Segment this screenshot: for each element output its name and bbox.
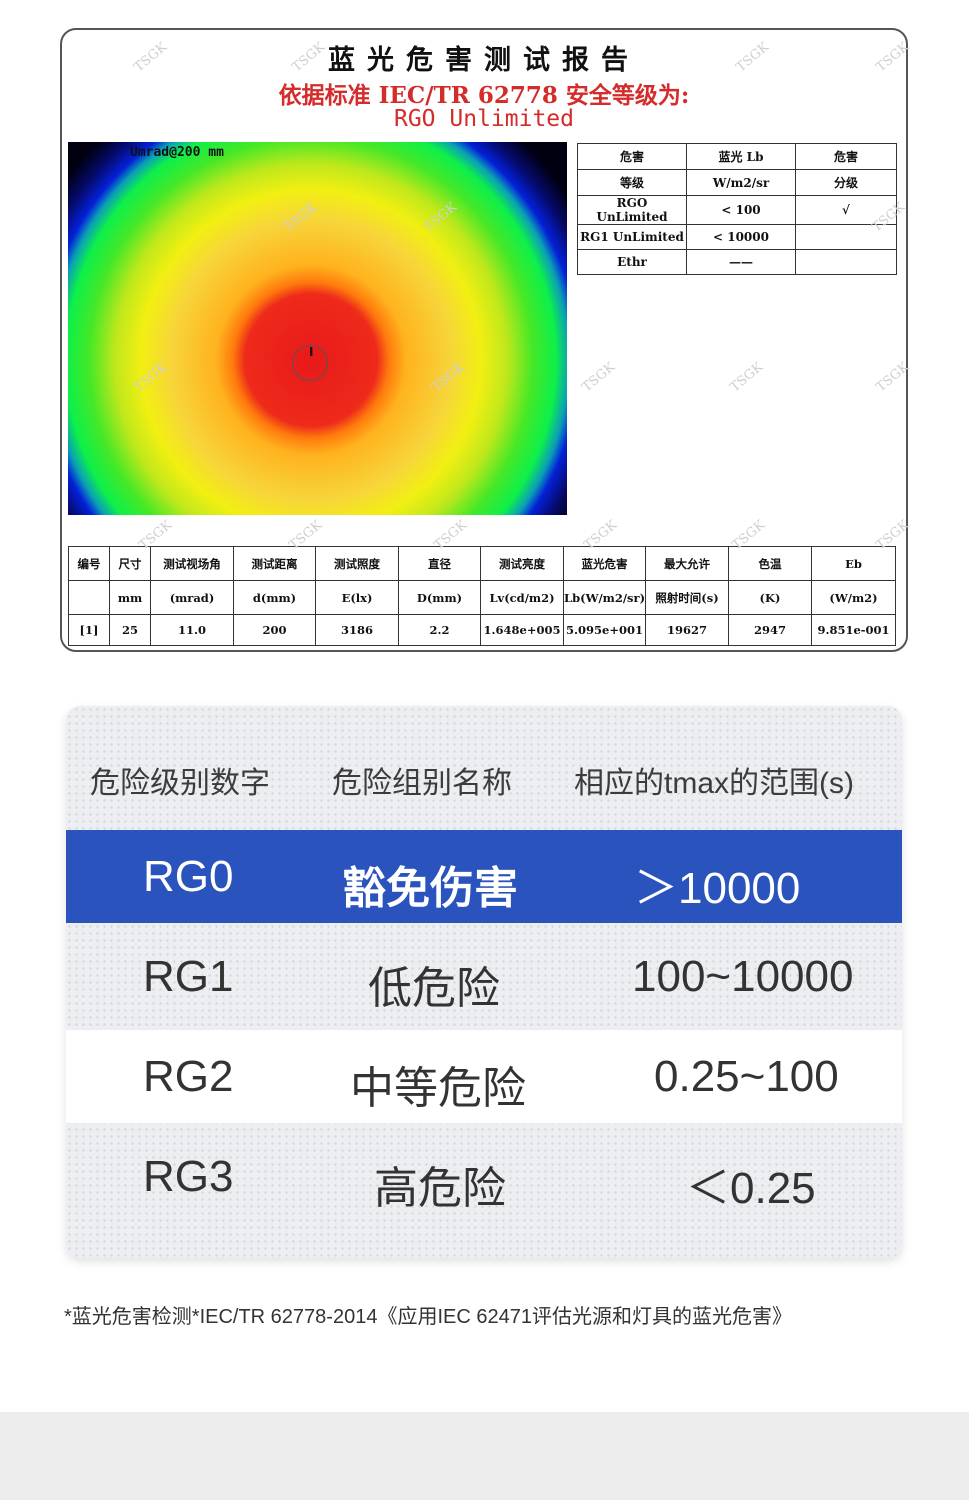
- risk-row-rg3: RG3 高危险 ＜0.25: [66, 1130, 902, 1223]
- hazard-reference-table: 危害 蓝光 Lb 危害 等级 W/m2/sr 分级 RGO UnLimited …: [577, 143, 897, 275]
- risk-range: 100~10000: [632, 952, 854, 1001]
- meas-header-cell: 测试距离: [233, 546, 316, 581]
- meas-header-cell: 直径: [398, 546, 481, 581]
- risk-group-header: 危险级别数字 危险组别名称 相应的tmax的范围(s): [66, 706, 902, 830]
- meas-cell: 2947: [728, 614, 812, 646]
- ref-row: RGO UnLimited < 100 √: [577, 195, 897, 225]
- ref-header-row-1: 危害 蓝光 Lb 危害: [577, 143, 897, 170]
- bottom-band: [0, 1412, 969, 1500]
- report-safety-level: RGO Unlimited: [393, 106, 574, 132]
- risk-range: ＞10000: [634, 864, 801, 913]
- ref-header-row-2: 等级 W/m2/sr 分级: [577, 169, 897, 196]
- ref-cell-check: √: [795, 195, 897, 225]
- ref-header-cell: 分级: [795, 169, 897, 196]
- meas-header-cell: 尺寸: [109, 546, 151, 581]
- risk-code: RG0: [143, 852, 234, 901]
- meas-cell: [1]: [68, 614, 110, 646]
- risk-range: 0.25~100: [654, 1052, 839, 1101]
- meas-cell: 11.0: [150, 614, 234, 646]
- meas-header-cell: 蓝光危害: [563, 546, 646, 581]
- meas-header-cell: [68, 580, 110, 615]
- ref-cell: < 10000: [686, 224, 796, 250]
- footnote: *蓝光危害检测*IEC/TR 62778-2014《应用IEC 62471评估光…: [64, 1306, 792, 1328]
- ref-header-cell: 危害: [577, 143, 687, 170]
- meas-header-row-1: 编号 尺寸 测试视场角 测试距离 测试照度 直径 测试亮度 蓝光危害 最大允许 …: [68, 546, 896, 581]
- header-level-number: 危险级别数字: [90, 767, 270, 800]
- meas-cell: 1.648e+005: [480, 614, 564, 646]
- report-title: 蓝光危害测试报告: [328, 45, 640, 76]
- meas-header-cell: (W/m2): [811, 580, 896, 615]
- ref-header-cell: 蓝光 Lb: [686, 143, 796, 170]
- meas-header-cell: (K): [728, 580, 812, 615]
- ref-cell: Ethr: [577, 249, 687, 275]
- risk-name: 中等危险: [350, 1064, 526, 1113]
- meas-header-cell: 测试视场角: [150, 546, 234, 581]
- risk-code: RG2: [143, 1052, 234, 1101]
- heatmap-label: Umrad@200 mm: [130, 145, 224, 160]
- meas-cell: 9.851e-001: [811, 614, 896, 646]
- measurement-circle-marker: [292, 345, 328, 381]
- meas-header-cell: E(lx): [315, 580, 399, 615]
- meas-header-cell: 最大允许: [645, 546, 729, 581]
- ref-cell: [795, 249, 897, 275]
- risk-name: 高危险: [374, 1164, 506, 1213]
- ref-header-cell: 等级: [577, 169, 687, 196]
- meas-header-cell: 编号: [68, 546, 110, 581]
- risk-group-table: 危险级别数字 危险组别名称 相应的tmax的范围(s) RG0 豁免伤害 ＞10…: [66, 706, 902, 1258]
- meas-header-cell: (mrad): [150, 580, 234, 615]
- ref-header-cell: W/m2/sr: [686, 169, 796, 196]
- meas-header-cell: d(mm): [233, 580, 316, 615]
- risk-code: RG3: [143, 1152, 234, 1201]
- ref-cell: [795, 224, 897, 250]
- risk-row-rg2: RG2 中等危险 0.25~100: [66, 1030, 902, 1123]
- meas-header-cell: Lb(W/m2/sr): [563, 580, 646, 615]
- meas-cell: 5.095e+001: [563, 614, 646, 646]
- meas-header-cell: mm: [109, 580, 151, 615]
- meas-header-row-2: mm (mrad) d(mm) E(lx) D(mm) Lv(cd/m2) Lb…: [68, 580, 896, 615]
- ref-cell: < 100: [686, 195, 796, 225]
- risk-name: 豁免伤害: [342, 864, 518, 913]
- meas-header-cell: Lv(cd/m2): [480, 580, 564, 615]
- ref-header-cell: 危害: [795, 143, 897, 170]
- ref-cell: RG1 UnLimited: [577, 224, 687, 250]
- meas-cell: 3186: [315, 614, 399, 646]
- watermark: TSGK: [727, 359, 767, 396]
- watermark: TSGK: [873, 359, 913, 396]
- meas-header-cell: D(mm): [398, 580, 481, 615]
- risk-name: 低危险: [368, 964, 500, 1013]
- header-tmax-range: 相应的tmax的范围(s): [574, 767, 854, 800]
- measurement-table: 编号 尺寸 测试视场角 测试距离 测试照度 直径 测试亮度 蓝光危害 最大允许 …: [68, 546, 896, 646]
- meas-data-row: [1] 25 11.0 200 3186 2.2 1.648e+005 5.09…: [68, 614, 896, 646]
- meas-cell: 19627: [645, 614, 729, 646]
- ref-cell: RGO UnLimited: [577, 195, 687, 225]
- meas-cell: 200: [233, 614, 316, 646]
- meas-header-cell: Eb: [811, 546, 896, 581]
- meas-header-cell: 照射时间(s): [645, 580, 729, 615]
- risk-row-rg0: RG0 豁免伤害 ＞10000: [66, 830, 902, 923]
- header-group-name: 危险组别名称: [332, 767, 512, 800]
- luminance-heatmap: Umrad@200 mm I: [68, 142, 567, 515]
- ref-cell: ——: [686, 249, 796, 275]
- meas-cell: 25: [109, 614, 151, 646]
- marker-label: I: [309, 345, 314, 359]
- meas-cell: 2.2: [398, 614, 481, 646]
- ref-row: RG1 UnLimited < 10000: [577, 224, 897, 250]
- ref-row: Ethr ——: [577, 249, 897, 275]
- risk-code: RG1: [143, 952, 234, 1001]
- risk-row-rg1: RG1 低危险 100~10000: [66, 930, 902, 1023]
- watermark: TSGK: [579, 359, 619, 396]
- report-card: 蓝光危害测试报告 依据标准 IEC/TR 62778 安全等级为: RGO Un…: [60, 28, 912, 652]
- meas-header-cell: 测试照度: [315, 546, 399, 581]
- meas-header-cell: 色温: [728, 546, 812, 581]
- meas-header-cell: 测试亮度: [480, 546, 564, 581]
- report-standard: 依据标准 IEC/TR 62778 安全等级为:: [278, 82, 690, 109]
- risk-range: ＜0.25: [686, 1164, 816, 1213]
